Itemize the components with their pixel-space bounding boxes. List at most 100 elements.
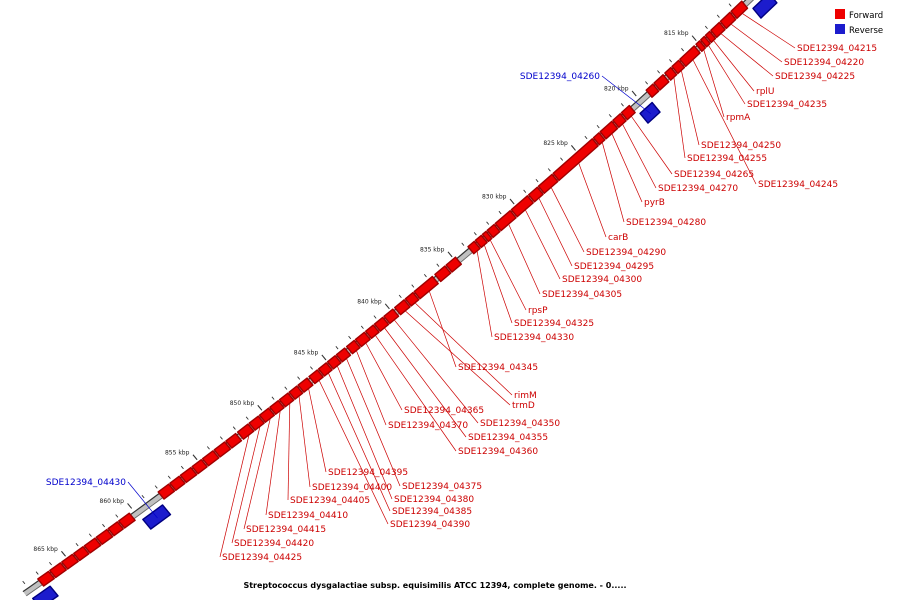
gene-rev-a[interactable] (752, 0, 778, 19)
gene-SDE12394_04245[interactable] (679, 45, 701, 68)
gene-SDE12394_04350[interactable] (383, 308, 400, 325)
gene-rimM[interactable] (404, 291, 420, 307)
gene-SDE12394_04280[interactable] (592, 132, 606, 146)
gene-label-SDE12394_04260[interactable]: SDE12394_04260 (520, 72, 600, 82)
gene-SDE12394_04270[interactable] (612, 113, 627, 129)
gene-SDE12394_04250[interactable] (671, 59, 686, 75)
gene-SDE12394_04355[interactable] (373, 316, 390, 332)
gene-fwd-i[interactable] (201, 450, 220, 467)
gene-label-SDE12394_04395[interactable]: SDE12394_04395 (328, 468, 408, 478)
gene-label-SDE12394_04345[interactable]: SDE12394_04345 (458, 363, 538, 373)
gene-rpsP[interactable] (481, 230, 493, 243)
gene-SDE12394_04360[interactable] (364, 324, 380, 340)
gene-SDE12394_04385[interactable] (317, 362, 333, 377)
gene-fwd-b[interactable] (653, 74, 670, 91)
gene-label-SDE12394_04360[interactable]: SDE12394_04360 (458, 447, 538, 457)
gene-fwd-f[interactable] (434, 265, 452, 283)
gene-label-SDE12394_04415[interactable]: SDE12394_04415 (246, 525, 326, 535)
gene-SDE12394_04225[interactable] (710, 21, 726, 39)
gene-fwd-c[interactable] (645, 83, 660, 98)
gene-SDE12394_04330[interactable] (467, 240, 481, 255)
gene-fwd-e[interactable] (445, 256, 463, 273)
gene-fwd-q[interactable] (83, 537, 102, 554)
gene-SDE12394_04405[interactable] (278, 392, 295, 408)
gene-SDE12394_04365[interactable] (354, 331, 371, 348)
gene-label-SDE12394_04430[interactable]: SDE12394_04430 (46, 478, 126, 488)
gene-SDE12394_04390[interactable] (308, 369, 324, 385)
gene-label-SDE12394_04420[interactable]: SDE12394_04420 (234, 539, 314, 549)
gene-label-pyrB[interactable]: pyrB (644, 198, 665, 208)
gene-SDE12394_04305[interactable] (494, 209, 517, 232)
gene-label-SDE12394_04385[interactable]: SDE12394_04385 (392, 507, 472, 517)
gene-fwd-p[interactable] (95, 528, 114, 546)
gene-label-SDE12394_04400[interactable]: SDE12394_04400 (312, 483, 392, 493)
gene-label-SDE12394_04290[interactable]: SDE12394_04290 (586, 248, 666, 258)
gene-SDE12394_04375[interactable] (335, 347, 352, 363)
gene-label-rpmA[interactable]: rpmA (726, 113, 751, 123)
gene-label-SDE12394_04370[interactable]: SDE12394_04370 (388, 421, 468, 431)
gene-SDE12394_04425[interactable] (236, 423, 255, 440)
gene-label-SDE12394_04410[interactable]: SDE12394_04410 (268, 511, 348, 521)
gene-fwd-d[interactable] (486, 223, 501, 239)
gene-fwd-o[interactable] (107, 521, 124, 537)
gene-label-carB[interactable]: carB (608, 233, 628, 243)
gene-label-SDE12394_04405[interactable]: SDE12394_04405 (290, 496, 370, 506)
gene-SDE12394_04410[interactable] (269, 399, 285, 415)
gene-fwd-m[interactable] (157, 483, 176, 500)
gene-SDE12394_04420[interactable] (248, 415, 265, 431)
gene-label-SDE12394_04245[interactable]: SDE12394_04245 (758, 180, 838, 190)
gene-fwd-u[interactable] (37, 570, 55, 587)
gene-label-SDE12394_04325[interactable]: SDE12394_04325 (514, 319, 594, 329)
gene-rplU[interactable] (704, 30, 717, 44)
gene-label-SDE12394_04305[interactable]: SDE12394_04305 (542, 290, 622, 300)
gene-fwd-g[interactable] (225, 432, 243, 449)
gene-label-SDE12394_04250[interactable]: SDE12394_04250 (701, 141, 781, 151)
gene-fwd-s[interactable] (61, 553, 79, 570)
gene-label-trmD[interactable]: trmD (512, 401, 535, 411)
gene-SDE12394_04325[interactable] (474, 234, 488, 249)
gene-rpmA[interactable] (695, 40, 707, 53)
gene-SDE12394_04255[interactable] (664, 66, 678, 81)
gene-SDE12394_04220[interactable] (719, 11, 737, 30)
gene-label-SDE12394_04300[interactable]: SDE12394_04300 (562, 275, 642, 285)
gene-label-SDE12394_04265[interactable]: SDE12394_04265 (674, 170, 754, 180)
gene-label-SDE12394_04225[interactable]: SDE12394_04225 (775, 72, 855, 82)
gene-rev-b[interactable] (32, 585, 59, 600)
gene-label-SDE12394_04390[interactable]: SDE12394_04390 (390, 520, 470, 530)
gene-fwd-j[interactable] (191, 458, 208, 475)
gene-carB[interactable] (552, 138, 599, 182)
gene-SDE12394_04290[interactable] (537, 173, 559, 194)
gene-SDE12394_04345[interactable] (413, 275, 439, 300)
gene-trmD[interactable] (393, 299, 411, 316)
gene-fwd-k[interactable] (179, 466, 198, 484)
gene-fwd-r[interactable] (73, 546, 90, 562)
gene-fwd-h[interactable] (213, 441, 232, 458)
gene-pyrB[interactable] (599, 120, 619, 140)
gene-SDE12394_04215[interactable] (730, 0, 749, 20)
gene-label-SDE12394_04365[interactable]: SDE12394_04365 (404, 406, 484, 416)
gene-label-SDE12394_04355[interactable]: SDE12394_04355 (468, 433, 548, 443)
gene-label-rplU[interactable]: rplU (756, 87, 775, 97)
gene-label-SDE12394_04380[interactable]: SDE12394_04380 (394, 495, 474, 505)
gene-label-SDE12394_04270[interactable]: SDE12394_04270 (658, 184, 738, 194)
gene-label-rimM[interactable]: rimM (514, 391, 537, 401)
gene-label-SDE12394_04425[interactable]: SDE12394_04425 (222, 553, 302, 563)
gene-label-SDE12394_04295[interactable]: SDE12394_04295 (574, 262, 654, 272)
gene-SDE12394_04235[interactable] (700, 35, 711, 48)
gene-fwd-n[interactable] (118, 512, 136, 529)
gene-label-SDE12394_04350[interactable]: SDE12394_04350 (480, 419, 560, 429)
gene-SDE12394_04300[interactable] (510, 195, 534, 218)
gene-SDE12394_04415[interactable] (258, 407, 276, 423)
gene-label-SDE12394_04235[interactable]: SDE12394_04235 (747, 100, 827, 110)
gene-label-SDE12394_04255[interactable]: SDE12394_04255 (687, 154, 767, 164)
gene-fwd-l[interactable] (169, 475, 186, 491)
gene-label-rpsP[interactable]: rpsP (528, 306, 548, 316)
gene-label-SDE12394_04330[interactable]: SDE12394_04330 (494, 333, 574, 343)
gene-SDE12394_04400[interactable] (288, 385, 304, 400)
gene-SDE12394_04395[interactable] (297, 377, 314, 393)
gene-SDE12394_04265[interactable] (620, 104, 636, 121)
gene-SDE12394_04380[interactable] (326, 355, 342, 370)
gene-fwd-t[interactable] (49, 562, 67, 579)
gene-label-SDE12394_04280[interactable]: SDE12394_04280 (626, 218, 706, 228)
gene-label-SDE12394_04375[interactable]: SDE12394_04375 (402, 482, 482, 492)
